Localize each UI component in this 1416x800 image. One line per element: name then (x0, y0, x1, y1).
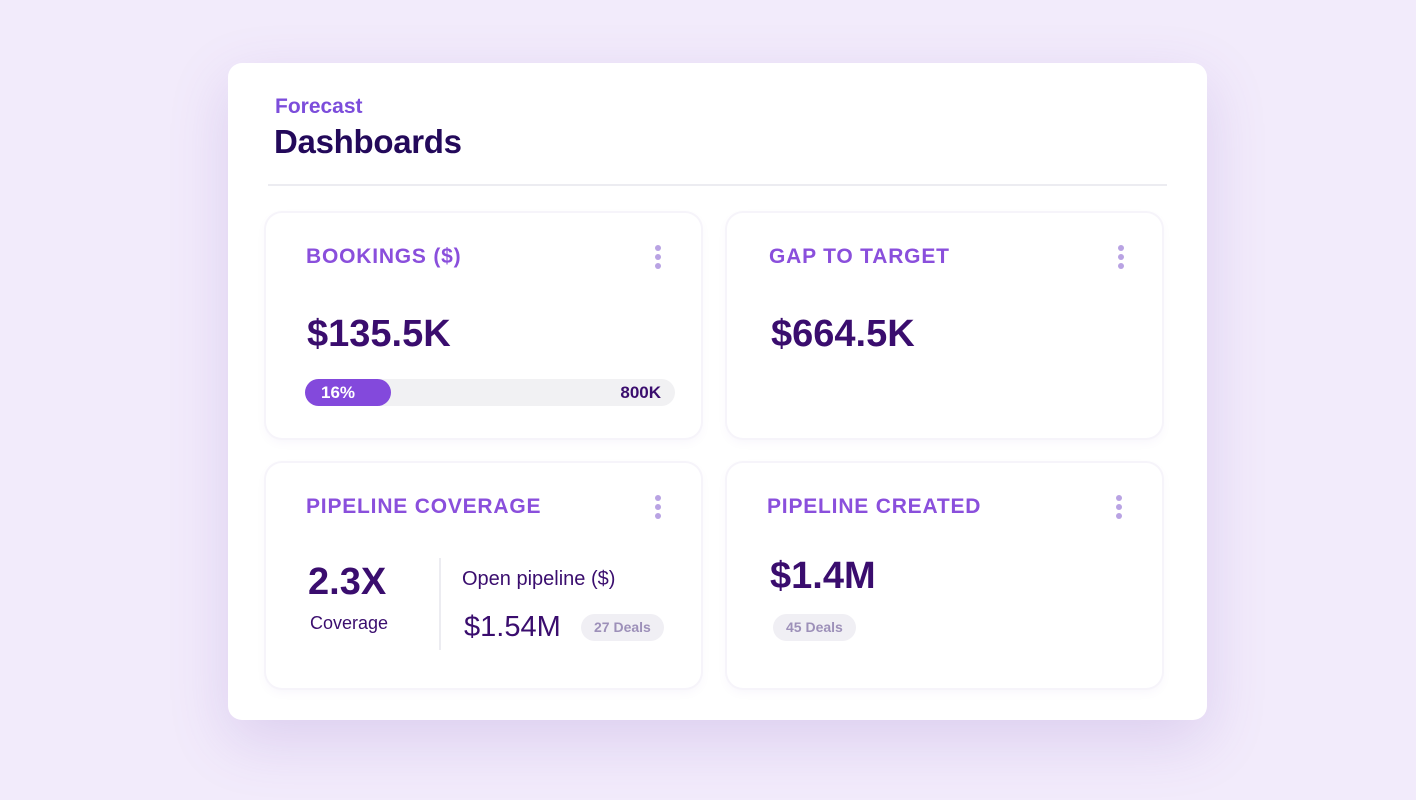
vertical-ellipsis-icon[interactable] (655, 495, 661, 519)
dashboard-panel: Forecast Dashboards BOOKINGS ($) $135.5K… (228, 63, 1207, 720)
pipeline-created-card: PIPELINE CREATED $1.4M 45 Deals (727, 463, 1162, 688)
card-title: GAP TO TARGET (769, 245, 950, 268)
page-title: Dashboards (274, 123, 462, 160)
open-pipeline-label: Open pipeline ($) (462, 568, 616, 590)
vertical-ellipsis-icon[interactable] (1118, 245, 1124, 269)
vertical-ellipsis-icon[interactable] (655, 245, 661, 269)
header-divider (268, 184, 1167, 186)
coverage-value: 2.3X (308, 561, 387, 603)
card-title: BOOKINGS ($) (306, 245, 462, 268)
deals-badge: 45 Deals (773, 614, 856, 641)
card-title: PIPELINE COVERAGE (306, 495, 542, 518)
progress-percent: 16% (321, 383, 356, 402)
progress-target: 800K (620, 383, 661, 402)
vertical-ellipsis-icon[interactable] (1116, 495, 1122, 519)
gap-to-target-card: GAP TO TARGET $664.5K (727, 213, 1162, 438)
created-value: $1.4M (770, 555, 876, 597)
progress-fill (305, 379, 392, 406)
gap-value: $664.5K (771, 313, 915, 355)
bookings-progress-bar: 16% 800K (305, 379, 675, 406)
coverage-label: Coverage (310, 613, 389, 633)
pipeline-coverage-card: PIPELINE COVERAGE 2.3X Coverage Open pip… (266, 463, 701, 688)
deals-badge: 27 Deals (581, 614, 664, 641)
bookings-value: $135.5K (307, 313, 451, 355)
open-pipeline-value: $1.54M (464, 611, 561, 643)
coverage-divider (439, 558, 441, 650)
bookings-card: BOOKINGS ($) $135.5K 16% 800K (266, 213, 701, 438)
card-title: PIPELINE CREATED (767, 495, 982, 518)
section-eyebrow: Forecast (275, 95, 363, 118)
